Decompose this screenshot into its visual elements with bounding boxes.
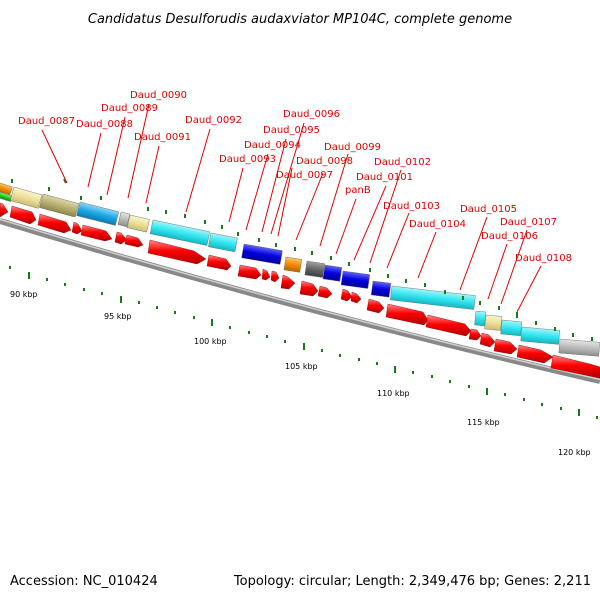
cog-segment-lightyellow-2 (126, 214, 150, 233)
cds-arrow (299, 280, 319, 297)
gene-label: Daud_0102 (374, 157, 431, 168)
gene-label: Daud_0106 (481, 231, 538, 242)
gene-label: Daud_0096 (283, 109, 340, 120)
cog-segment-cyan-5 (500, 319, 523, 337)
cds-arrow (516, 344, 554, 364)
gene-leader-lines (41, 103, 542, 313)
cog-segment-gray (117, 211, 130, 227)
cog-segment-lightyellow-3 (484, 314, 503, 331)
kbp-label: 105 kbp (285, 362, 318, 371)
cog-segment-cyan-6 (520, 326, 561, 345)
gene-label: Daud_0103 (383, 201, 440, 212)
cds-arrow (71, 221, 83, 235)
cds-arrow (147, 239, 207, 265)
gene-labels: Daud_0087 Daud_0088 Daud_0089 Daud_0090 … (18, 90, 572, 264)
cds-arrow (468, 328, 482, 341)
gene-label: Daud_0093 (219, 154, 276, 165)
cog-segment-blue-4 (370, 280, 392, 298)
gene-label: Daud_0095 (263, 125, 320, 136)
cds-arrow (479, 332, 496, 348)
cds-arrow (385, 303, 429, 326)
gene-label: Daud_0087 (18, 116, 75, 127)
cog-segment-orange-2 (283, 256, 303, 273)
gene-label: Daud_0097 (276, 170, 333, 181)
gene-label: Daud_0098 (296, 156, 353, 167)
cog-segment-gray-2 (558, 338, 600, 357)
cds-arrow (206, 254, 232, 271)
cog-segment-cyan (149, 219, 211, 246)
cog-segment-darkgray (304, 260, 326, 278)
gene-label: Daud_0094 (244, 140, 301, 151)
cds-arrow (425, 314, 472, 337)
cog-segment-skyblue (76, 201, 120, 226)
cds-track (0, 202, 600, 379)
gene-label: Daud_0107 (500, 217, 557, 228)
cog-segment-blue-2 (322, 264, 343, 282)
cog-segment-cyan-2 (208, 232, 238, 253)
cds-arrow (350, 291, 362, 304)
gene-label: Daud_0091 (134, 132, 191, 143)
cds-arrow (237, 264, 262, 280)
cds-arrow (114, 231, 128, 245)
kbp-label: 120 kbp (558, 448, 591, 457)
gene-label: Daud_0108 (515, 253, 572, 264)
genome-backbone (0, 218, 600, 384)
cds-arrow (80, 224, 113, 242)
cds-arrow (317, 285, 333, 299)
genome-summary: Topology: circular; Length: 2,349,476 bp… (233, 574, 591, 589)
accession-label: Accession: NC_010424 (10, 574, 158, 589)
map-title: Candidatus Desulforudis audaxviator MP10… (88, 12, 512, 27)
cds-arrow (37, 213, 72, 234)
cog-segment-cyan-4 (474, 310, 487, 327)
kbp-label: 95 kbp (104, 312, 132, 321)
gene-label: Daud_0101 (356, 172, 413, 183)
cog-segment-cyan-3 (390, 285, 476, 310)
cds-arrow (0, 202, 9, 218)
gene-label: Daud_0105 (460, 204, 517, 215)
kbp-label: 90 kbp (10, 290, 38, 299)
kbp-label: 115 kbp (467, 418, 500, 427)
cds-arrow (270, 270, 280, 283)
gene-label: Daud_0092 (185, 115, 242, 126)
cog-segment-blue-3 (340, 270, 370, 289)
cds-arrow (124, 234, 144, 248)
gene-label: Daud_0088 (76, 119, 133, 130)
cds-arrow (550, 354, 600, 379)
kbp-scale-labels: 90 kbp 95 kbp 100 kbp 105 kbp 110 kbp 11… (10, 290, 591, 457)
gene-label: Daud_0090 (130, 90, 187, 101)
kbp-label: 110 kbp (377, 389, 410, 398)
gene-label: Daud_0099 (324, 142, 381, 153)
gene-label: panB (345, 185, 371, 196)
scale-ticks-outer (9, 266, 598, 419)
cog-track (0, 182, 600, 357)
kbp-label: 100 kbp (194, 337, 227, 346)
cds-arrow (340, 288, 353, 302)
cog-segment-blue (241, 243, 283, 265)
cog-segment-khaki (39, 193, 79, 218)
cds-arrow (261, 268, 271, 281)
cds-arrow (366, 298, 385, 314)
cds-arrow (9, 205, 37, 225)
gene-label: Daud_0104 (409, 219, 466, 230)
cds-arrow (280, 274, 296, 290)
cds-arrow (493, 338, 518, 355)
cog-segment-lightyellow (9, 186, 43, 209)
scale-ticks-inner (11, 178, 593, 341)
gene-label: Daud_0089 (101, 103, 158, 114)
